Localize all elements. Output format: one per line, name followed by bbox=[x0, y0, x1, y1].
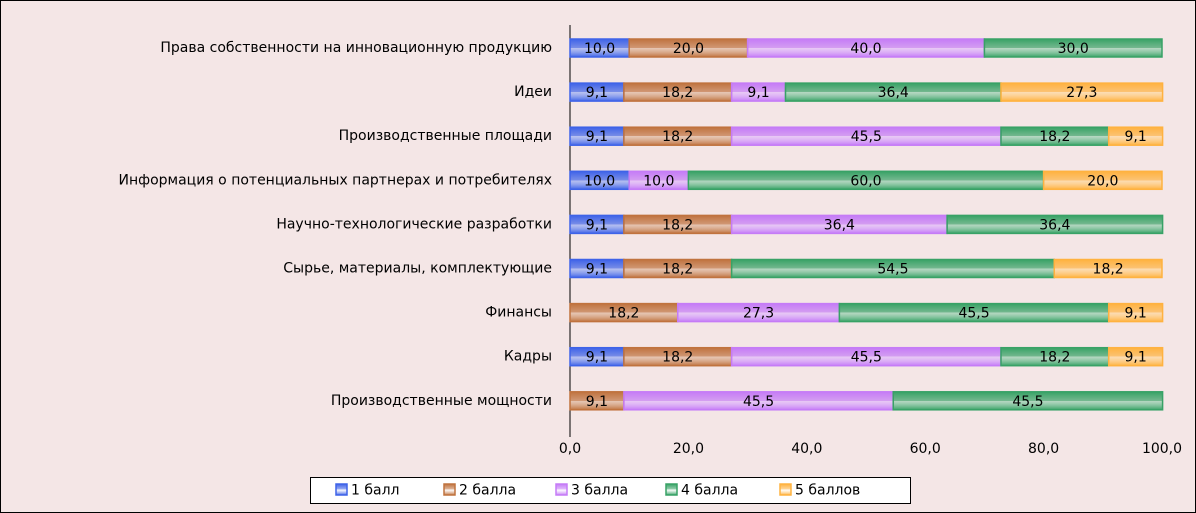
bar-segment bbox=[946, 214, 1164, 235]
value-label: 10,0 bbox=[584, 173, 615, 189]
bar-segment bbox=[1053, 258, 1163, 279]
x-tick-label: 0,0 bbox=[559, 441, 581, 457]
bar-segment bbox=[1107, 126, 1164, 146]
value-label: 18,2 bbox=[662, 85, 693, 101]
x-tick-label: 60,0 bbox=[910, 441, 941, 457]
legend-box bbox=[310, 477, 911, 504]
value-label: 20,0 bbox=[1087, 173, 1118, 189]
value-label: 9,1 bbox=[586, 85, 608, 101]
value-label: 9,1 bbox=[747, 85, 769, 101]
bar-segment bbox=[1107, 302, 1164, 323]
value-label: 27,3 bbox=[743, 306, 774, 322]
category-label: Информация о потенциальных партнерах и п… bbox=[118, 172, 552, 188]
bar-segment bbox=[892, 391, 1164, 411]
value-label: 18,2 bbox=[1093, 262, 1124, 278]
value-label: 9,1 bbox=[1125, 129, 1147, 145]
legend-label: 3 балла bbox=[571, 483, 628, 499]
value-label: 45,5 bbox=[851, 350, 882, 366]
legend-swatch bbox=[443, 483, 456, 496]
value-label: 9,1 bbox=[586, 394, 608, 410]
value-label: 18,2 bbox=[662, 350, 693, 366]
bar-segment bbox=[983, 38, 1163, 58]
legend-label: 1 балл bbox=[351, 483, 399, 499]
value-label: 9,1 bbox=[586, 350, 608, 366]
category-label: Финансы bbox=[485, 305, 552, 321]
value-label: 9,1 bbox=[586, 129, 608, 145]
value-label: 9,1 bbox=[1125, 306, 1147, 322]
value-label: 9,1 bbox=[1125, 350, 1147, 366]
value-label: 40,0 bbox=[850, 41, 881, 57]
category-label: Сырье, материалы, комплектующие bbox=[283, 261, 552, 277]
value-label: 30,0 bbox=[1058, 41, 1089, 57]
x-tick-label: 20,0 bbox=[673, 441, 704, 457]
value-label: 20,0 bbox=[673, 41, 704, 57]
value-label: 9,1 bbox=[586, 217, 608, 233]
category-label: Производственные площади bbox=[339, 128, 552, 144]
category-label: Кадры bbox=[504, 349, 552, 365]
value-label: 10,0 bbox=[584, 41, 615, 57]
value-label: 18,2 bbox=[662, 262, 693, 278]
value-label: 18,2 bbox=[662, 129, 693, 145]
value-label: 60,0 bbox=[850, 173, 881, 189]
value-label: 36,4 bbox=[878, 85, 909, 101]
value-label: 18,2 bbox=[662, 217, 693, 233]
value-label: 45,5 bbox=[743, 394, 774, 410]
value-label: 27,3 bbox=[1066, 85, 1097, 101]
legend-label: 5 баллов bbox=[795, 483, 860, 499]
x-tick-label: 40,0 bbox=[791, 441, 822, 457]
value-label: 18,2 bbox=[608, 306, 639, 322]
value-label: 54,5 bbox=[877, 262, 908, 278]
legend-swatch bbox=[555, 483, 568, 496]
x-tick-label: 100,0 bbox=[1142, 441, 1182, 457]
legend-swatch bbox=[665, 483, 678, 496]
bar-segment bbox=[1107, 346, 1164, 367]
category-label: Производственные мощности bbox=[331, 393, 552, 409]
legend-swatch bbox=[779, 483, 792, 496]
category-label: Научно-технологические разработки bbox=[276, 216, 552, 232]
bar-segment bbox=[1000, 82, 1164, 102]
value-label: 45,5 bbox=[851, 129, 882, 145]
legend-label: 2 балла bbox=[459, 483, 516, 499]
value-label: 45,5 bbox=[958, 306, 989, 322]
legend-swatch bbox=[335, 483, 348, 496]
value-label: 45,5 bbox=[1012, 394, 1043, 410]
value-label: 36,4 bbox=[1039, 217, 1070, 233]
legend-label: 4 балла bbox=[681, 483, 738, 499]
value-label: 10,0 bbox=[643, 173, 674, 189]
x-tick-label: 80,0 bbox=[1028, 441, 1059, 457]
value-label: 36,4 bbox=[824, 217, 855, 233]
category-label: Права собственности на инновационную про… bbox=[160, 40, 552, 56]
value-label: 18,2 bbox=[1039, 129, 1070, 145]
bar-segment bbox=[1042, 170, 1163, 191]
value-label: 18,2 bbox=[1039, 350, 1070, 366]
category-label: Идеи bbox=[514, 84, 552, 100]
value-label: 9,1 bbox=[586, 262, 608, 278]
